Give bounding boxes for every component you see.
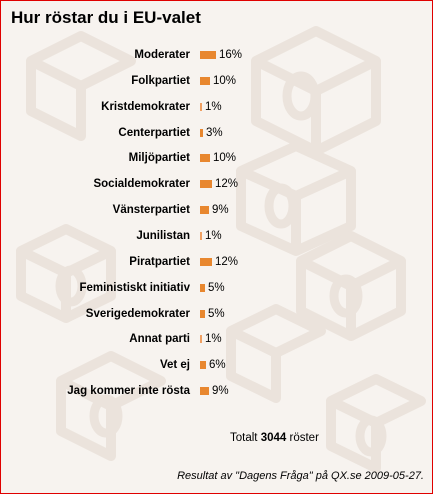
bar-label: Socialdemokrater [93,178,190,191]
bar-label: Centerpartiet [118,126,190,139]
bar-label: Jag kommer inte rösta [67,385,190,398]
bar [200,309,205,318]
bar-label: Annat parti [129,333,190,346]
bar [200,154,210,163]
chart-title: Hur röstar du i EU-valet [11,8,201,27]
bar [200,51,216,59]
bar-label: Folkpartiet [131,74,190,87]
total-prefix: Totalt [230,432,258,444]
bar-label: Sverigedemokrater [85,307,190,320]
bar-value-label: 6% [209,359,226,372]
bar-value-label: 10% [213,152,237,165]
bar-label: Junilistan [136,229,190,242]
bar-value-label: 1% [205,100,222,113]
bar-value-label: 16% [219,49,243,61]
bar [200,102,202,111]
bar-label: Kristdemokrater [101,100,190,113]
bar-label: Miljöpartiet [128,152,190,165]
bar-value-label: 12% [215,178,239,191]
bar-value-label: 9% [212,385,229,398]
bar [200,231,202,240]
total-count: 3044 [260,432,287,444]
bar-value-label: 9% [212,204,229,217]
bar [200,283,205,292]
bar-value-label: 1% [205,333,222,346]
bar [200,361,206,370]
total-suffix: röster [289,432,319,444]
bar-label: Moderater [134,49,190,61]
bar-label: Vet ej [159,359,190,372]
bar [200,257,212,266]
bar-label: Piratpartiet [129,255,190,268]
bar-value-label: 3% [206,126,223,139]
bar [200,335,202,344]
bar-value-label: 10% [213,74,237,87]
bar-label: Feministiskt initiativ [79,281,190,294]
source-footer: Resultat av "Dagens Fråga" på QX.se 2009… [177,470,424,482]
bar [200,180,212,189]
bar [200,387,209,396]
bar-label: Vänsterpartiet [112,204,190,217]
bar [200,206,209,215]
bar [200,128,203,137]
total-votes: Totalt 3044 röster [230,432,319,444]
bar-value-label: 1% [205,229,222,242]
bar-value-label: 5% [208,281,225,294]
bar-value-label: 12% [215,255,239,268]
bar-value-label: 5% [208,307,225,320]
bar [200,76,210,85]
